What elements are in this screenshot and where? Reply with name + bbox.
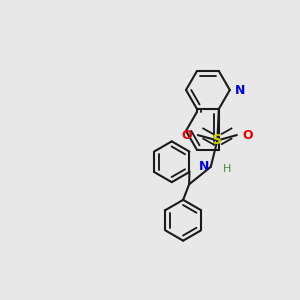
Text: S: S [212,134,222,148]
Text: H: H [223,164,232,174]
Text: N: N [199,160,209,173]
Text: O: O [182,129,193,142]
Text: O: O [242,129,253,142]
Text: N: N [235,83,246,97]
